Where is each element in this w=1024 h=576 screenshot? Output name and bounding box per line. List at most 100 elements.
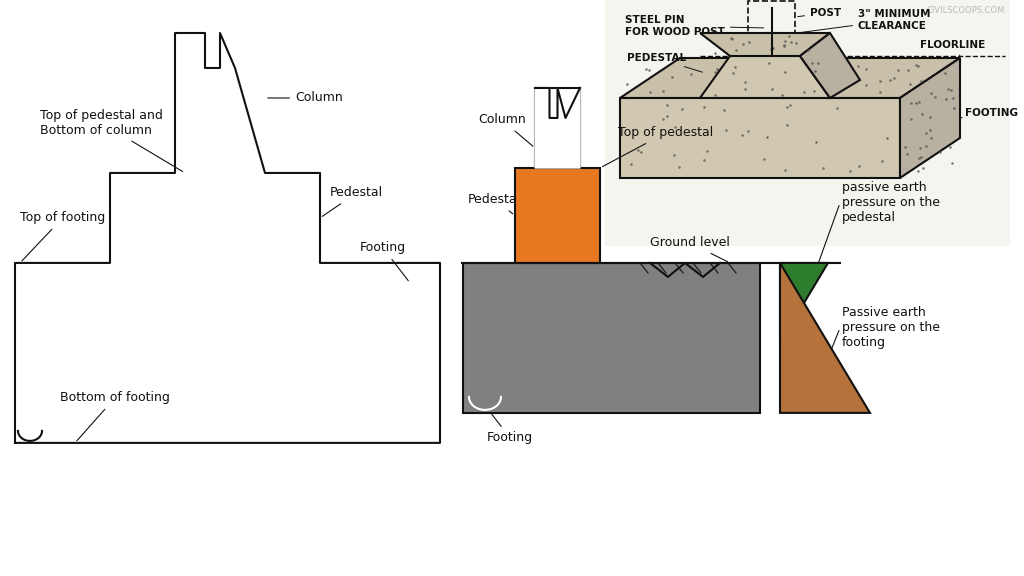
Point	[871, 88, 888, 97]
Polygon shape	[700, 33, 830, 56]
Bar	[515, 168, 600, 263]
Text: Top of footing: Top of footing	[20, 211, 105, 261]
Point	[903, 98, 920, 108]
Point	[915, 164, 932, 173]
Text: Passive earth
pressure on the
footing: Passive earth pressure on the footing	[842, 306, 940, 350]
Text: Column: Column	[478, 113, 532, 146]
Point	[695, 103, 712, 112]
Point	[775, 41, 792, 51]
Text: Ground level: Ground level	[650, 236, 730, 262]
Point	[918, 128, 934, 137]
Text: FLOORLINE: FLOORLINE	[920, 40, 985, 56]
Point	[928, 92, 944, 101]
Point	[725, 69, 741, 78]
Point	[780, 32, 797, 41]
Point	[937, 69, 953, 78]
Point	[913, 77, 930, 86]
Point	[666, 150, 682, 160]
Point	[902, 79, 919, 89]
Point	[655, 86, 672, 95]
Point	[718, 126, 734, 135]
Point	[633, 147, 649, 156]
Point	[827, 83, 844, 92]
Point	[735, 40, 752, 49]
Point	[899, 149, 915, 158]
Point	[775, 40, 792, 49]
Point	[850, 61, 866, 70]
Point	[796, 88, 812, 97]
Polygon shape	[900, 58, 961, 178]
Point	[800, 45, 816, 54]
Point	[857, 81, 873, 90]
Point	[909, 62, 926, 71]
Text: Top of pedestal: Top of pedestal	[602, 127, 714, 166]
Text: CIVILSCOOPS.COM: CIVILSCOOPS.COM	[927, 6, 1005, 15]
Point	[879, 134, 895, 143]
Point	[724, 62, 740, 71]
Point	[828, 104, 845, 113]
Bar	[535, 88, 580, 168]
Point	[808, 138, 824, 147]
Polygon shape	[535, 88, 580, 168]
Point	[707, 67, 723, 76]
Point	[932, 148, 948, 157]
Point	[664, 73, 680, 82]
Point	[776, 36, 793, 46]
Point	[899, 65, 915, 74]
Point	[773, 90, 790, 100]
Point	[910, 153, 927, 162]
Bar	[463, 263, 760, 413]
Point	[909, 166, 926, 176]
Point	[759, 132, 775, 141]
Polygon shape	[620, 58, 961, 98]
Point	[682, 69, 698, 78]
Point	[851, 161, 867, 170]
Point	[944, 158, 961, 168]
Point	[897, 142, 913, 151]
Point	[782, 100, 799, 109]
Point	[822, 84, 839, 93]
Point	[740, 37, 757, 47]
Point	[814, 164, 830, 173]
Point	[674, 105, 690, 114]
Text: Footing: Footing	[360, 241, 409, 281]
Point	[890, 66, 906, 75]
Point	[740, 127, 757, 136]
Text: WHAT IS PEDESTAL | FUNCTIONS OF PEDESTAL | METHODS OF: WHAT IS PEDESTAL | FUNCTIONS OF PEDESTAL…	[200, 503, 824, 521]
Point	[761, 58, 777, 67]
Point	[737, 78, 754, 87]
Text: Pedestal: Pedestal	[468, 194, 521, 214]
Point	[618, 79, 635, 88]
Polygon shape	[780, 263, 870, 413]
Point	[641, 66, 657, 75]
Point	[886, 73, 902, 82]
Text: OF PEDESTAL: OF PEDESTAL	[444, 556, 580, 574]
Text: Bottom of footing: Bottom of footing	[60, 392, 170, 441]
Point	[777, 165, 794, 175]
Point	[727, 62, 743, 71]
Point	[726, 60, 742, 70]
Point	[737, 85, 754, 94]
Point	[709, 65, 725, 74]
Point	[940, 85, 956, 94]
Polygon shape	[780, 263, 828, 343]
Point	[796, 74, 812, 83]
Point	[734, 71, 751, 81]
Text: passive earth
pressure on the
pedestal: passive earth pressure on the pedestal	[842, 181, 940, 225]
Point	[778, 102, 795, 111]
Text: Column: Column	[268, 92, 343, 104]
Point	[804, 58, 820, 67]
Text: Footing: Footing	[484, 405, 534, 445]
Point	[707, 48, 723, 57]
Point	[871, 76, 888, 85]
Point	[923, 88, 939, 97]
Point	[783, 37, 800, 47]
Polygon shape	[800, 33, 860, 98]
Point	[911, 143, 928, 153]
Point	[728, 46, 744, 55]
Point	[745, 85, 762, 94]
Point	[938, 94, 954, 104]
Point	[773, 72, 790, 81]
Point	[945, 103, 962, 112]
Point	[809, 58, 825, 67]
